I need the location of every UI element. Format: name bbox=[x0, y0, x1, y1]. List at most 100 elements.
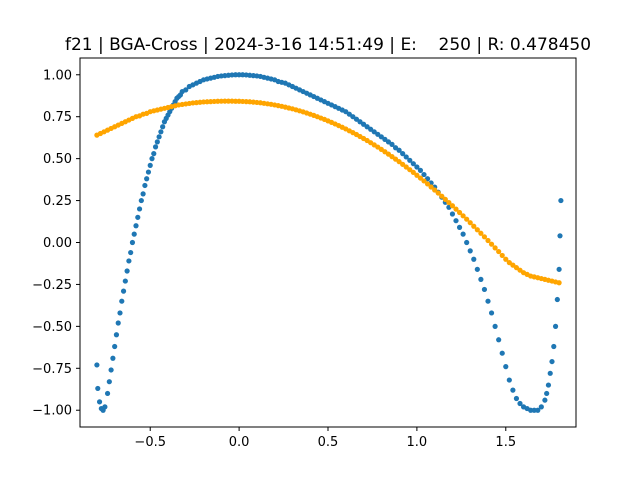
data-point bbox=[421, 171, 427, 178]
data-point bbox=[403, 154, 409, 160]
data-point bbox=[503, 256, 509, 262]
data-point bbox=[439, 193, 445, 199]
data-point bbox=[410, 161, 416, 167]
data-point bbox=[120, 288, 127, 294]
data-point bbox=[538, 404, 544, 410]
data-point bbox=[549, 358, 555, 365]
data-point bbox=[400, 151, 406, 157]
data-point bbox=[492, 245, 498, 251]
data-point bbox=[417, 167, 424, 173]
data-point bbox=[488, 310, 495, 316]
data-point bbox=[474, 227, 480, 233]
y-tick-label: −0.25 bbox=[32, 278, 72, 293]
data-point bbox=[128, 249, 134, 256]
data-point bbox=[417, 175, 424, 181]
data-point bbox=[449, 203, 456, 209]
data-point bbox=[488, 241, 495, 247]
y-tick-label: 0.50 bbox=[43, 152, 72, 167]
data-point bbox=[138, 197, 144, 204]
data-point bbox=[442, 196, 448, 202]
data-point bbox=[464, 216, 470, 222]
data-point bbox=[460, 213, 466, 219]
data-point bbox=[517, 400, 523, 407]
data-point bbox=[225, 98, 232, 104]
data-point bbox=[435, 190, 441, 196]
data-point bbox=[140, 191, 146, 197]
data-point bbox=[510, 387, 516, 393]
data-point bbox=[558, 197, 564, 204]
data-point bbox=[183, 87, 189, 93]
data-point bbox=[407, 157, 413, 163]
data-point bbox=[503, 364, 509, 370]
data-point bbox=[112, 343, 118, 350]
data-point bbox=[104, 390, 111, 397]
data-point bbox=[158, 129, 164, 135]
data-point bbox=[414, 172, 420, 178]
data-point bbox=[152, 144, 159, 150]
y-tick-label: 0.25 bbox=[43, 194, 72, 209]
data-point bbox=[396, 147, 402, 153]
data-point bbox=[156, 134, 162, 140]
data-point bbox=[144, 176, 150, 182]
y-axis: −1.00 −0.75 −0.50 −0.25 0.00 0.25 0.50 0.75 1.00 bbox=[32, 68, 80, 419]
data-point bbox=[96, 399, 103, 405]
data-point bbox=[547, 370, 553, 376]
data-point bbox=[556, 280, 562, 286]
data-point bbox=[432, 187, 438, 193]
data-point bbox=[478, 276, 484, 282]
data-point bbox=[471, 223, 477, 229]
y-tick-label: 0.75 bbox=[43, 110, 72, 125]
data-point bbox=[421, 178, 427, 184]
data-point bbox=[478, 230, 484, 236]
data-point bbox=[467, 220, 473, 226]
chart-title: f21 | BGA-Cross | 2024-3-16 14:51:49 | E… bbox=[65, 35, 591, 55]
plot-area bbox=[79, 57, 577, 428]
data-point bbox=[556, 266, 562, 272]
data-point bbox=[95, 385, 101, 392]
data-point bbox=[126, 258, 132, 264]
data-point bbox=[499, 252, 505, 259]
data-point bbox=[449, 211, 456, 217]
data-point bbox=[499, 350, 505, 356]
series-1 bbox=[94, 98, 562, 286]
series-0 bbox=[94, 72, 564, 413]
x-tick-label: 1.5 bbox=[495, 435, 516, 450]
data-point bbox=[424, 181, 431, 187]
data-point bbox=[94, 362, 100, 368]
data-point bbox=[236, 72, 242, 78]
data-point bbox=[129, 239, 136, 246]
data-point bbox=[117, 310, 123, 316]
data-point bbox=[389, 141, 395, 147]
data-point bbox=[485, 298, 491, 304]
data-point bbox=[513, 395, 520, 402]
data-point bbox=[154, 139, 160, 145]
data-point bbox=[481, 234, 488, 240]
data-point bbox=[108, 367, 114, 373]
data-point bbox=[110, 355, 116, 361]
data-point bbox=[535, 407, 541, 413]
data-point bbox=[115, 320, 121, 326]
data-point bbox=[453, 206, 459, 212]
data-points bbox=[94, 72, 564, 413]
data-point bbox=[464, 239, 470, 246]
data-point bbox=[456, 224, 463, 230]
data-point bbox=[113, 332, 120, 338]
data-point bbox=[481, 286, 488, 293]
data-point bbox=[496, 337, 502, 343]
data-point bbox=[136, 206, 143, 212]
data-point bbox=[124, 268, 130, 274]
data-point bbox=[410, 169, 416, 175]
y-tick-label: 0.00 bbox=[43, 236, 72, 251]
data-point bbox=[106, 379, 112, 385]
data-point bbox=[102, 404, 108, 410]
data-point bbox=[147, 162, 153, 168]
data-point bbox=[131, 231, 137, 237]
data-point bbox=[496, 248, 502, 255]
data-point bbox=[400, 161, 406, 167]
data-point bbox=[485, 237, 491, 244]
y-tick-label: −0.75 bbox=[32, 362, 72, 377]
data-point bbox=[407, 167, 413, 173]
data-point bbox=[149, 156, 155, 162]
